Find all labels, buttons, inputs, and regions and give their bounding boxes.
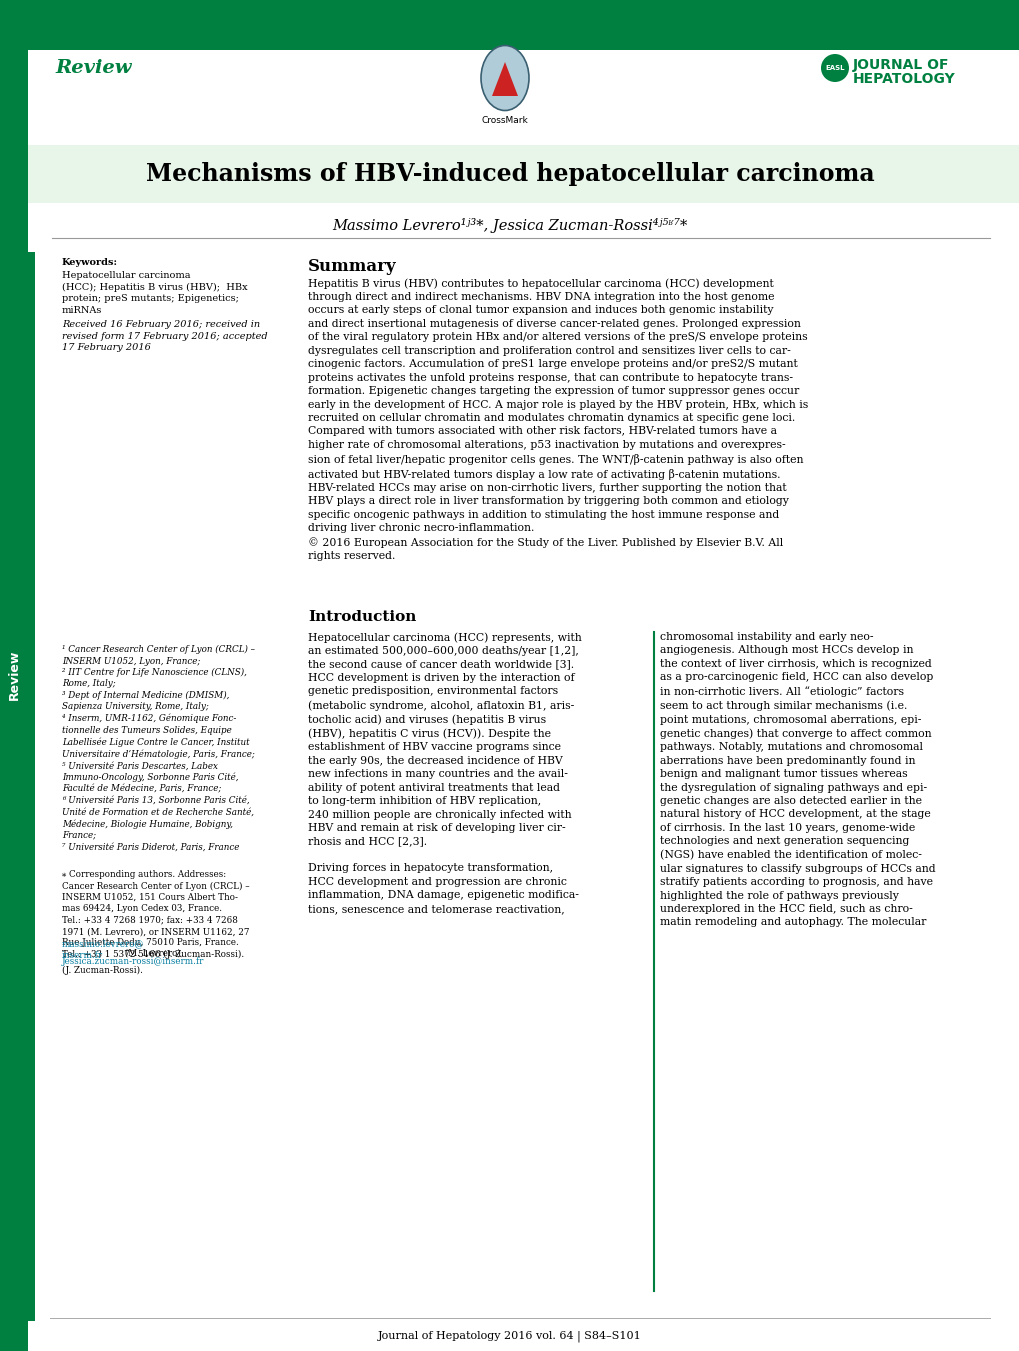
- Polygon shape: [491, 62, 518, 96]
- Text: Jessica.zucman-rossi@inserm.fr: Jessica.zucman-rossi@inserm.fr: [62, 957, 204, 966]
- Text: (J. Zucman-Rossi).: (J. Zucman-Rossi).: [62, 966, 143, 975]
- Text: (M. Levrero),: (M. Levrero),: [122, 948, 183, 958]
- Text: Review: Review: [7, 650, 20, 700]
- Text: massimo.levrero@
inserm.fr: massimo.levrero@ inserm.fr: [62, 939, 144, 961]
- Text: Keywords:: Keywords:: [62, 258, 118, 267]
- Text: Massimo Levrero¹ʲ³*, Jessica Zucman-Rossi⁴ʲ⁵ʶ⁷*: Massimo Levrero¹ʲ³*, Jessica Zucman-Ross…: [332, 218, 687, 232]
- Text: chromosomal instability and early neo-
angiogenesis. Although most HCCs develop : chromosomal instability and early neo- a…: [659, 632, 934, 927]
- Text: JOURNAL OF: JOURNAL OF: [852, 58, 949, 72]
- Text: Mechanisms of HBV-induced hepatocellular carcinoma: Mechanisms of HBV-induced hepatocellular…: [146, 162, 873, 186]
- Text: Hepatocellular carcinoma
(HCC); Hepatitis B virus (HBV);  HBx
protein; preS muta: Hepatocellular carcinoma (HCC); Hepatiti…: [62, 272, 248, 315]
- Text: Hepatocellular carcinoma (HCC) represents, with
an estimated 500,000–600,000 dea: Hepatocellular carcinoma (HCC) represent…: [308, 632, 581, 913]
- Bar: [28, 253, 35, 1321]
- Ellipse shape: [820, 54, 848, 82]
- Bar: [28, 145, 1019, 203]
- Text: Summary: Summary: [308, 258, 396, 276]
- Text: Hepatitis B virus (HBV) contributes to hepatocellular carcinoma (HCC) developmen: Hepatitis B virus (HBV) contributes to h…: [308, 278, 807, 561]
- Text: ¹ Cancer Research Center of Lyon (CRCL) –
INSERM U1052, Lyon, France;
² IIT Cent: ¹ Cancer Research Center of Lyon (CRCL) …: [62, 644, 255, 851]
- Text: CrossMark: CrossMark: [481, 116, 528, 126]
- Text: EASL: EASL: [824, 65, 844, 72]
- Text: Received 16 February 2016; received in
revised form 17 February 2016; accepted
1: Received 16 February 2016; received in r…: [62, 320, 267, 353]
- Bar: [0, 50, 28, 1351]
- Ellipse shape: [481, 46, 529, 111]
- Bar: [0, 0, 1019, 50]
- Bar: [0, 0, 1019, 5]
- Text: ⁎ Corresponding authors. Addresses:
Cancer Research Center of Lyon (CRCL) –
INSE: ⁎ Corresponding authors. Addresses: Canc…: [62, 870, 250, 959]
- Text: HEPATOLOGY: HEPATOLOGY: [852, 72, 955, 86]
- Text: Review: Review: [55, 59, 131, 77]
- Text: Introduction: Introduction: [308, 611, 416, 624]
- Text: Journal of Hepatology 2016 vol. 64 | S84–S101: Journal of Hepatology 2016 vol. 64 | S84…: [378, 1329, 641, 1342]
